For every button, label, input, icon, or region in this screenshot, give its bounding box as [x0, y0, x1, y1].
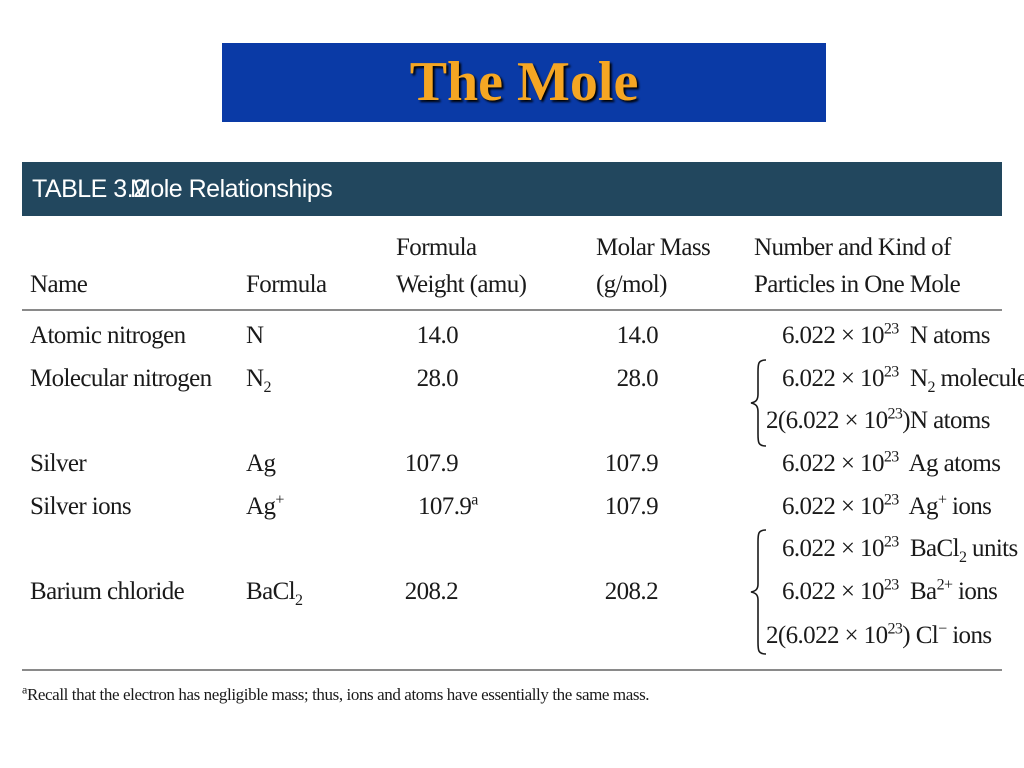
slide-title: The Mole [409, 51, 639, 113]
row-formula: N [246, 322, 264, 349]
row-formula: Ag+ [246, 491, 284, 520]
header-name: Name [30, 271, 88, 298]
header-molar-mass-2: (g/mol) [596, 271, 667, 298]
header-formula: Formula [246, 271, 327, 298]
row-formula-weight: 208.2 [404, 578, 459, 605]
header-particles-2: Particles in One Mole [754, 271, 961, 298]
particle-entry: 6.022 × 1023 Ag atoms [782, 448, 1001, 477]
table-number: TABLE 3.2 [32, 175, 147, 203]
particle-entry: 2(6.022 × 1023) Cl− ions [766, 620, 992, 649]
row-molar-mass: 208.2 [604, 578, 659, 605]
footnote-text: Recall that the electron has negligible … [26, 685, 650, 704]
row-formula-weight: 107.9 [404, 450, 459, 477]
row-formula: BaCl2 [246, 578, 303, 609]
row-name: Silver [30, 450, 87, 477]
header-particles-1: Number and Kind of [754, 234, 951, 261]
header-formula-weight-2: Weight (amu) [396, 271, 527, 298]
particle-entry: 6.022 × 1023 Ag+ ions [782, 491, 992, 520]
footer-rule [22, 669, 1002, 671]
title-banner: The Mole [222, 43, 826, 122]
brace-icon [750, 359, 767, 447]
row-molar-mass: 107.9 [604, 450, 659, 477]
brace-icon [750, 529, 767, 655]
footnote-marker: a [471, 491, 478, 509]
row-formula: N2 [246, 365, 272, 396]
particle-entry: 6.022 × 1023 BaCl2 units [782, 533, 1018, 566]
particle-entry: 2(6.022 × 1023)N atoms [766, 405, 990, 434]
header-rule [22, 309, 1002, 311]
particle-entry: 6.022 × 1023 N2 molecules [782, 363, 1024, 396]
table-title: Mole Relationships [130, 175, 333, 203]
row-name: Silver ions [30, 493, 132, 520]
row-formula: Ag [246, 450, 276, 477]
particle-entry: 6.022 × 1023 N atoms [782, 320, 990, 349]
footnote: aRecall that the electron has negligible… [22, 682, 650, 706]
particle-entry: 6.022 × 1023 Ba2+ ions [782, 576, 998, 605]
footnote-marker: a [22, 682, 27, 697]
header-molar-mass-1: Molar Mass [596, 234, 711, 261]
row-formula-weight: 28.0 [416, 365, 459, 392]
row-molar-mass: 28.0 [616, 365, 659, 392]
table-caption-bar: TABLE 3.2 Mole Relationships [22, 162, 1002, 216]
row-molar-mass: 107.9 [604, 493, 659, 520]
header-formula-weight-1: Formula [396, 234, 477, 261]
row-name: Molecular nitrogen [30, 365, 212, 392]
row-formula-weight: 14.0 [416, 322, 459, 349]
row-molar-mass: 14.0 [616, 322, 659, 349]
row-name: Barium chloride [30, 578, 185, 605]
row-name: Atomic nitrogen [30, 322, 186, 349]
row-formula-weight: 107.9a [418, 491, 478, 520]
